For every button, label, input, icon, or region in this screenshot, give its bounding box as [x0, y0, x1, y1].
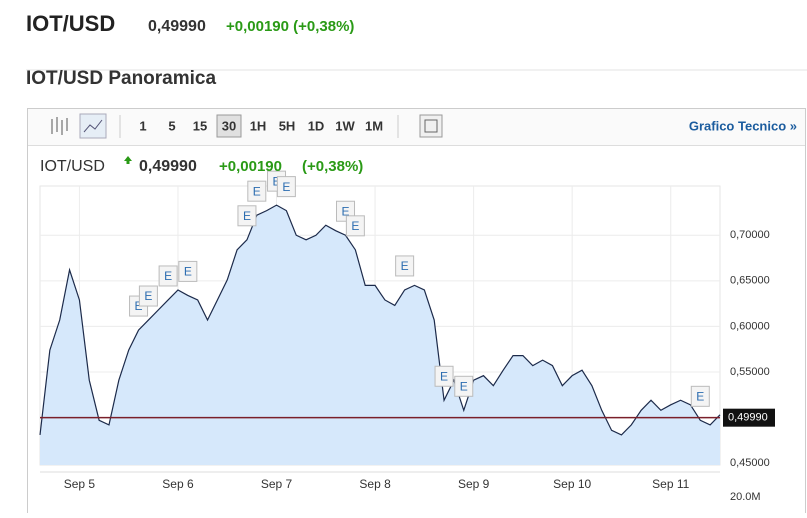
- interval-button[interactable]: 30: [222, 118, 236, 133]
- event-marker[interactable]: [247, 180, 267, 202]
- interval-button[interactable]: 1W: [335, 118, 355, 133]
- last-price-label: 0,49990: [728, 412, 768, 424]
- event-label: E: [253, 184, 261, 198]
- interval-button[interactable]: 5: [168, 118, 175, 133]
- legend-price: 0,49990: [139, 158, 197, 175]
- event-label: E: [460, 379, 468, 393]
- event-marker[interactable]: [178, 260, 198, 282]
- event-label: E: [144, 289, 152, 303]
- price: 0,49990: [148, 18, 206, 35]
- event-marker[interactable]: [454, 375, 474, 397]
- interval-button[interactable]: 5H: [279, 118, 296, 133]
- line-icon-glyph: [83, 119, 103, 133]
- up-arrow: [124, 156, 132, 164]
- legend-name: IOT/USD: [40, 158, 105, 175]
- x-tick-label: Sep 6: [162, 477, 194, 491]
- x-tick-label: Sep 5: [64, 477, 96, 491]
- event-marker[interactable]: [345, 215, 365, 237]
- change: +0,00190 (+0,38%): [226, 18, 354, 35]
- settings-glyph: [424, 119, 438, 133]
- event-label: E: [184, 265, 192, 279]
- interval-button[interactable]: 15: [193, 118, 207, 133]
- y-tick-label: 0,70000: [730, 229, 770, 241]
- event-label: E: [282, 180, 290, 194]
- legend-change: +0,00190: [219, 158, 282, 175]
- y-tick-label: 0,65000: [730, 275, 770, 287]
- price-line: [39, 204, 721, 436]
- active-interval: [216, 114, 242, 138]
- y-tick-label: 0,45000: [730, 457, 770, 469]
- area: [40, 205, 720, 465]
- x-tick-label: Sep 8: [359, 477, 391, 491]
- candle-icon[interactable]: [51, 117, 68, 135]
- event-label: E: [401, 259, 409, 273]
- event-label: E: [696, 389, 704, 403]
- event-marker[interactable]: [690, 385, 710, 407]
- event-marker[interactable]: [237, 205, 257, 227]
- event-label: E: [164, 269, 172, 283]
- line-icon[interactable]: [79, 113, 107, 139]
- last-price-box: [723, 408, 775, 427]
- settings-icon[interactable]: [419, 114, 443, 138]
- event-label: E: [440, 369, 448, 383]
- legend-change-pct: (+0,38%): [302, 158, 363, 175]
- event-label: E: [243, 209, 251, 223]
- technical-chart-link[interactable]: Grafico Tecnico »: [689, 118, 797, 133]
- y-tick-label: 0,55000: [730, 366, 770, 378]
- interval-button[interactable]: 1: [139, 118, 146, 133]
- event-marker[interactable]: [138, 285, 158, 307]
- event-marker[interactable]: [434, 365, 454, 387]
- x-tick-label: Sep 7: [261, 477, 293, 491]
- event-marker[interactable]: [158, 265, 178, 287]
- event-marker[interactable]: [276, 176, 296, 198]
- volume-axis-label: 20.0M: [730, 491, 761, 503]
- interval-button[interactable]: 1M: [365, 118, 383, 133]
- x-tick-label: Sep 10: [553, 477, 591, 491]
- interval-button[interactable]: 1D: [308, 118, 325, 133]
- event-label: E: [351, 219, 359, 233]
- x-tick-label: Sep 11: [652, 477, 689, 491]
- page-title: IOT/USD: [26, 11, 115, 36]
- section-title: IOT/USD Panoramica: [26, 68, 216, 89]
- event-label: E: [273, 174, 281, 188]
- event-label: E: [135, 299, 143, 313]
- event-label: E: [341, 204, 349, 218]
- y-tick-label: 0,60000: [730, 320, 770, 332]
- toolbar: [28, 109, 805, 145]
- interval-button[interactable]: 1H: [250, 118, 267, 133]
- event-marker[interactable]: [395, 255, 415, 277]
- x-tick-label: Sep 9: [458, 477, 490, 491]
